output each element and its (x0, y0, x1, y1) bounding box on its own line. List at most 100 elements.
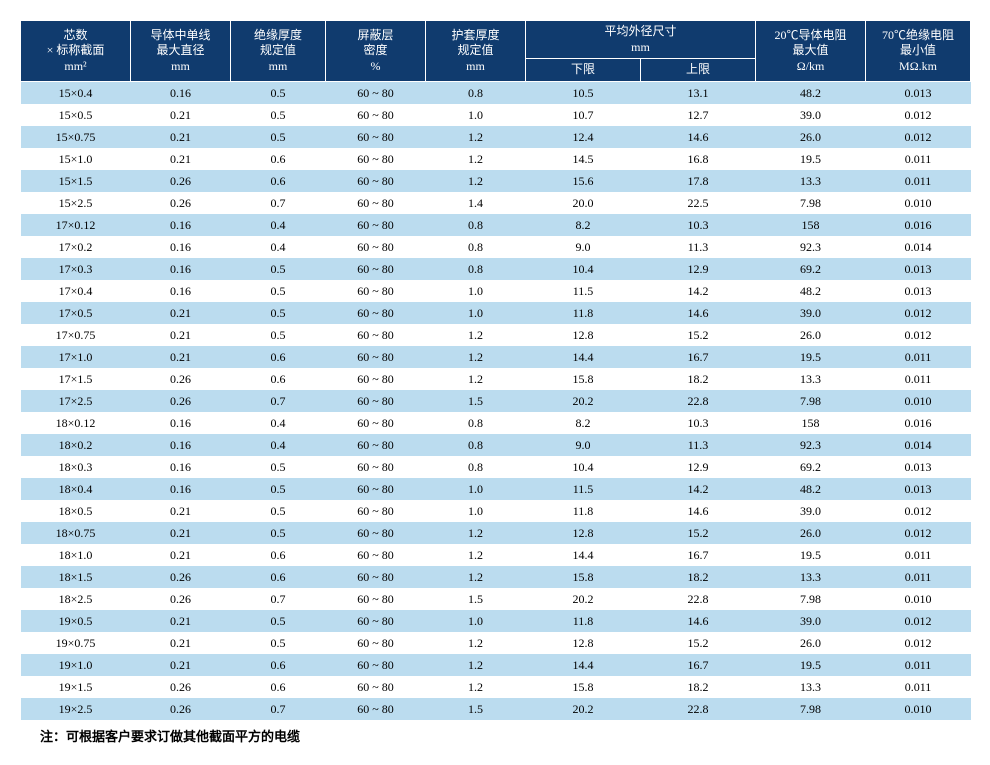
table-cell: 18×0.3 (21, 456, 131, 478)
h-line: 芯数 (63, 28, 87, 42)
table-cell: 39.0 (756, 610, 866, 632)
table-cell: 12.9 (641, 258, 756, 280)
table-cell: 60 ~ 80 (326, 632, 426, 654)
table-cell: 0.16 (131, 456, 231, 478)
table-cell: 60 ~ 80 (326, 522, 426, 544)
table-row: 15×1.00.210.660 ~ 801.214.516.819.50.011 (21, 148, 971, 170)
table-row: 18×1.00.210.660 ~ 801.214.416.719.50.011 (21, 544, 971, 566)
table-cell: 14.6 (641, 302, 756, 324)
table-cell: 19.5 (756, 346, 866, 368)
table-row: 19×2.50.260.760 ~ 801.520.222.87.980.010 (21, 698, 971, 720)
table-cell: 60 ~ 80 (326, 214, 426, 236)
table-row: 17×0.30.160.560 ~ 800.810.412.969.20.013 (21, 258, 971, 280)
table-cell: 60 ~ 80 (326, 676, 426, 698)
table-cell: 14.5 (526, 148, 641, 170)
table-cell: 11.3 (641, 236, 756, 258)
table-cell: 14.6 (641, 126, 756, 148)
table-cell: 11.5 (526, 280, 641, 302)
table-cell: 158 (756, 412, 866, 434)
table-cell: 19.5 (756, 148, 866, 170)
table-cell: 0.26 (131, 676, 231, 698)
table-row: 15×0.40.160.560 ~ 800.810.513.148.20.013 (21, 81, 971, 104)
table-cell: 15.6 (526, 170, 641, 192)
h-unit: Ω/km (760, 59, 861, 75)
table-cell: 14.2 (641, 478, 756, 500)
table-row: 17×2.50.260.760 ~ 801.520.222.87.980.010 (21, 390, 971, 412)
table-row: 17×0.40.160.560 ~ 801.011.514.248.20.013 (21, 280, 971, 302)
table-row: 17×0.50.210.560 ~ 801.011.814.639.00.012 (21, 302, 971, 324)
h-line: 平均外径尺寸 (605, 24, 677, 38)
table-cell: 20.0 (526, 192, 641, 214)
table-cell: 1.5 (426, 588, 526, 610)
table-cell: 14.4 (526, 346, 641, 368)
h-line: × 标称截面 (47, 43, 105, 57)
table-cell: 0.5 (231, 632, 326, 654)
table-cell: 0.4 (231, 412, 326, 434)
table-cell: 60 ~ 80 (326, 126, 426, 148)
table-cell: 0.6 (231, 368, 326, 390)
table-cell: 0.011 (866, 346, 971, 368)
table-cell: 0.011 (866, 148, 971, 170)
table-cell: 1.2 (426, 544, 526, 566)
table-row: 17×0.20.160.460 ~ 800.89.011.392.30.014 (21, 236, 971, 258)
col-head-insul-thick: 绝缘厚度 规定值 mm (231, 21, 326, 82)
table-cell: 60 ~ 80 (326, 302, 426, 324)
table-cell: 0.5 (231, 280, 326, 302)
table-cell: 16.7 (641, 346, 756, 368)
table-cell: 60 ~ 80 (326, 478, 426, 500)
table-cell: 0.26 (131, 566, 231, 588)
table-cell: 0.21 (131, 302, 231, 324)
col-head-cores: 芯数 × 标称截面 mm² (21, 21, 131, 82)
col-head-outer-dia-group: 平均外径尺寸 mm (526, 21, 756, 59)
table-cell: 0.013 (866, 81, 971, 104)
table-cell: 0.8 (426, 456, 526, 478)
table-cell: 0.010 (866, 588, 971, 610)
table-row: 15×1.50.260.660 ~ 801.215.617.813.30.011 (21, 170, 971, 192)
table-cell: 0.013 (866, 258, 971, 280)
table-cell: 0.012 (866, 104, 971, 126)
table-cell: 0.26 (131, 698, 231, 720)
col-head-conductor-res: 20℃导体电阻 最大值 Ω/km (756, 21, 866, 82)
table-cell: 11.5 (526, 478, 641, 500)
table-cell: 20.2 (526, 698, 641, 720)
col-head-upper: 上限 (641, 59, 756, 82)
table-cell: 18×2.5 (21, 588, 131, 610)
table-cell: 0.16 (131, 434, 231, 456)
table-row: 18×0.750.210.560 ~ 801.212.815.226.00.01… (21, 522, 971, 544)
table-cell: 1.2 (426, 566, 526, 588)
table-cell: 7.98 (756, 698, 866, 720)
table-cell: 14.6 (641, 610, 756, 632)
table-cell: 0.016 (866, 412, 971, 434)
table-cell: 17×0.2 (21, 236, 131, 258)
table-cell: 1.0 (426, 302, 526, 324)
table-cell: 0.6 (231, 170, 326, 192)
table-cell: 0.012 (866, 324, 971, 346)
table-cell: 26.0 (756, 522, 866, 544)
table-cell: 60 ~ 80 (326, 324, 426, 346)
table-cell: 0.011 (866, 676, 971, 698)
table-cell: 12.7 (641, 104, 756, 126)
table-cell: 17.8 (641, 170, 756, 192)
table-cell: 15×0.5 (21, 104, 131, 126)
table-cell: 0.010 (866, 192, 971, 214)
table-row: 19×1.00.210.660 ~ 801.214.416.719.50.011 (21, 654, 971, 676)
table-cell: 19.5 (756, 654, 866, 676)
table-cell: 0.21 (131, 346, 231, 368)
table-cell: 13.3 (756, 566, 866, 588)
table-cell: 15×1.5 (21, 170, 131, 192)
table-cell: 0.5 (231, 324, 326, 346)
table-cell: 0.8 (426, 412, 526, 434)
table-cell: 0.6 (231, 544, 326, 566)
table-cell: 60 ~ 80 (326, 434, 426, 456)
table-cell: 0.011 (866, 170, 971, 192)
table-cell: 8.2 (526, 214, 641, 236)
table-cell: 0.5 (231, 302, 326, 324)
table-cell: 19.5 (756, 544, 866, 566)
table-cell: 0.21 (131, 126, 231, 148)
table-cell: 20.2 (526, 588, 641, 610)
table-cell: 18×1.0 (21, 544, 131, 566)
table-row: 19×0.750.210.560 ~ 801.212.815.226.00.01… (21, 632, 971, 654)
table-row: 17×1.50.260.660 ~ 801.215.818.213.30.011 (21, 368, 971, 390)
table-cell: 0.16 (131, 81, 231, 104)
table-cell: 13.3 (756, 676, 866, 698)
